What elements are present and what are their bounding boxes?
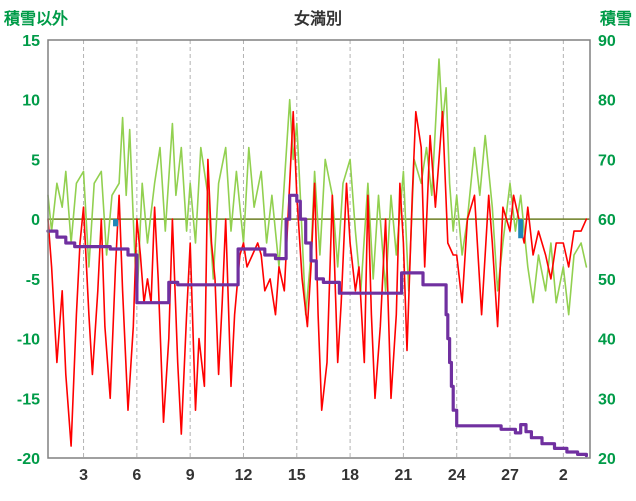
left-tick-label: -20 <box>17 451 40 468</box>
x-tick-label: 2 <box>559 467 568 484</box>
left-tick-label: -15 <box>17 391 40 408</box>
left-tick-label: 0 <box>31 212 40 229</box>
page-title: 女満別 <box>293 11 342 28</box>
left-tick-label: -5 <box>26 272 40 289</box>
right-tick-label: 60 <box>598 212 616 229</box>
x-tick-label: 9 <box>186 467 195 484</box>
x-tick-label: 27 <box>501 467 519 484</box>
left-tick-label: -10 <box>17 332 40 349</box>
x-tick-label: 3 <box>79 467 88 484</box>
x-tick-label: 24 <box>448 467 466 484</box>
precip-bar <box>113 219 119 227</box>
right-tick-label: 30 <box>598 391 616 408</box>
right-axis-title: 積雪 <box>599 11 632 28</box>
x-tick-label: 15 <box>288 467 306 484</box>
precip-bar <box>518 219 524 239</box>
right-tick-label: 40 <box>598 332 616 349</box>
right-tick-label: 50 <box>598 272 616 289</box>
x-tick-label: 12 <box>235 467 253 484</box>
series-snow-depth-line <box>46 193 588 458</box>
right-tick-label: 80 <box>598 93 616 110</box>
left-tick-label: 15 <box>22 33 40 50</box>
right-tick-label: 20 <box>598 451 616 468</box>
x-tick-label: 18 <box>341 467 359 484</box>
x-tick-label: 6 <box>132 467 141 484</box>
left-axis-title: 積雪以外 <box>4 11 69 28</box>
left-tick-label: 5 <box>31 152 40 169</box>
right-tick-label: 90 <box>598 33 616 50</box>
x-tick-label: 21 <box>395 467 413 484</box>
left-tick-label: 10 <box>22 93 40 110</box>
series-green-line <box>47 58 588 316</box>
right-tick-label: 70 <box>598 152 616 169</box>
plot-border <box>47 39 591 459</box>
series-red-line <box>47 110 588 447</box>
